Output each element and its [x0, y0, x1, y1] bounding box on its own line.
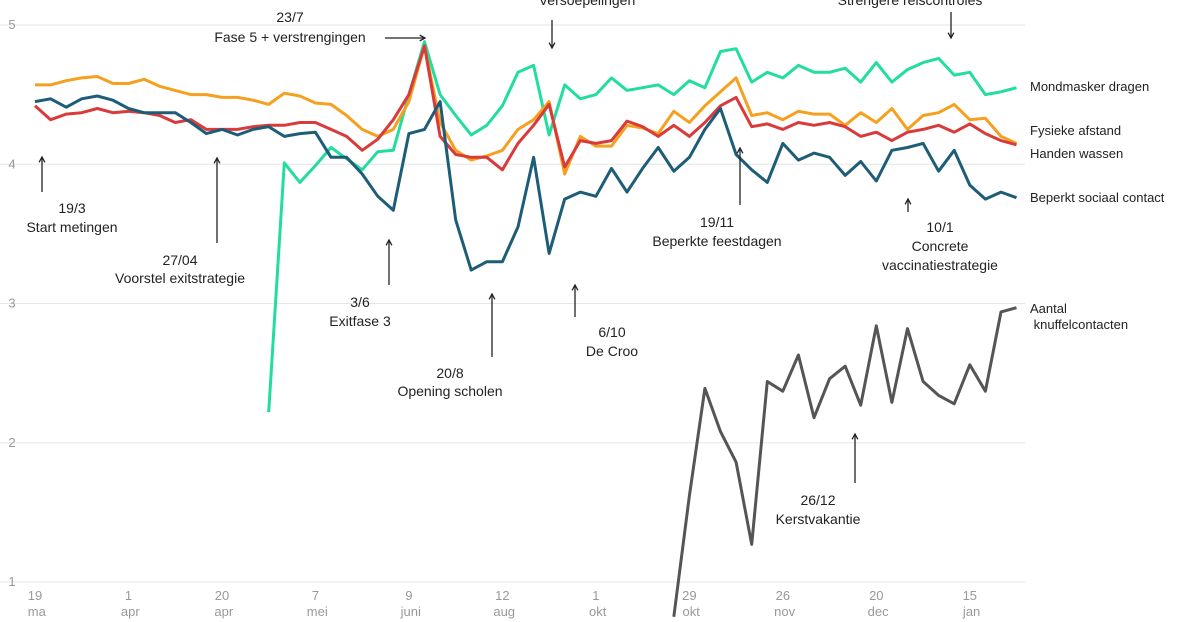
annotation: vaccinatiestrategie — [882, 257, 998, 273]
annotation: 23/7 — [276, 9, 303, 25]
arrow-head — [213, 156, 221, 164]
annotation: Versoepelingen — [539, 0, 636, 8]
x-tick-label: 20 dec — [864, 588, 889, 619]
annotation: Concrete — [912, 238, 969, 254]
arrow-head — [904, 197, 912, 205]
arrow-head — [851, 432, 859, 440]
arrow-head — [736, 146, 744, 154]
arrow-head — [571, 283, 579, 291]
annotation: Opening scholen — [397, 383, 502, 399]
x-tick-label: 1 okt — [585, 588, 606, 619]
annotation: 10/1 — [926, 219, 953, 235]
x-tick-label: 29 okt — [679, 588, 700, 619]
annotation: 19/3 — [58, 200, 85, 216]
x-tick-label: 15 jan — [959, 588, 980, 619]
arrow-head — [947, 32, 955, 40]
annotation: De Croo — [586, 343, 638, 359]
legend-label: Aantal knuffelcontacten — [1030, 301, 1128, 332]
annotation: Fase 5 + verstrengingen — [214, 29, 365, 45]
x-tick-label: 9 juni — [397, 588, 421, 619]
y-tick-label: 4 — [8, 156, 15, 171]
annotation: 3/6 — [350, 294, 370, 310]
arrow-head — [488, 292, 496, 300]
y-tick-label: 3 — [8, 296, 15, 311]
legend-label: Mondmasker dragen — [1030, 79, 1149, 94]
legend-label: Beperkt sociaal contact — [1030, 190, 1165, 205]
legend-label: Fysieke afstand — [1030, 123, 1121, 138]
legend-label: Handen wassen — [1030, 146, 1123, 161]
annotation: 27/04 — [162, 252, 197, 268]
arrow-head — [419, 34, 427, 42]
x-tick-label: 20 apr — [211, 588, 234, 619]
annotation: 6/10 — [598, 324, 625, 340]
annotation: 19/11 — [700, 214, 734, 230]
annotation: Exitfase 3 — [329, 313, 391, 329]
annotation: Start metingen — [26, 219, 117, 235]
arrow-head — [38, 155, 46, 163]
x-tick-label: 12 aug — [490, 588, 515, 619]
x-tick-label: 26 nov — [771, 588, 796, 619]
x-tick-label: 19 ma — [24, 588, 46, 619]
y-tick-label: 1 — [8, 574, 15, 589]
annotation: Strengere reiscontroles — [838, 0, 983, 8]
series-line — [35, 44, 1018, 176]
y-tick-label: 2 — [8, 435, 15, 450]
series-line — [34, 94, 1018, 272]
arrow-head — [385, 238, 393, 246]
annotation: Voorstel exitstrategie — [115, 270, 245, 286]
series-line — [267, 40, 1017, 413]
x-tick-label: 7 mei — [303, 588, 328, 619]
y-tick-label: 5 — [8, 17, 15, 32]
x-tick-label: 1 apr — [117, 588, 140, 619]
annotation: 26/12 — [800, 492, 835, 508]
annotation: Kerstvakantie — [776, 511, 861, 527]
series-line — [34, 44, 1017, 172]
annotation: 20/8 — [436, 365, 463, 381]
arrow-head — [548, 42, 556, 50]
series-line — [672, 306, 1017, 617]
annotation: Beperkte feestdagen — [652, 233, 781, 249]
